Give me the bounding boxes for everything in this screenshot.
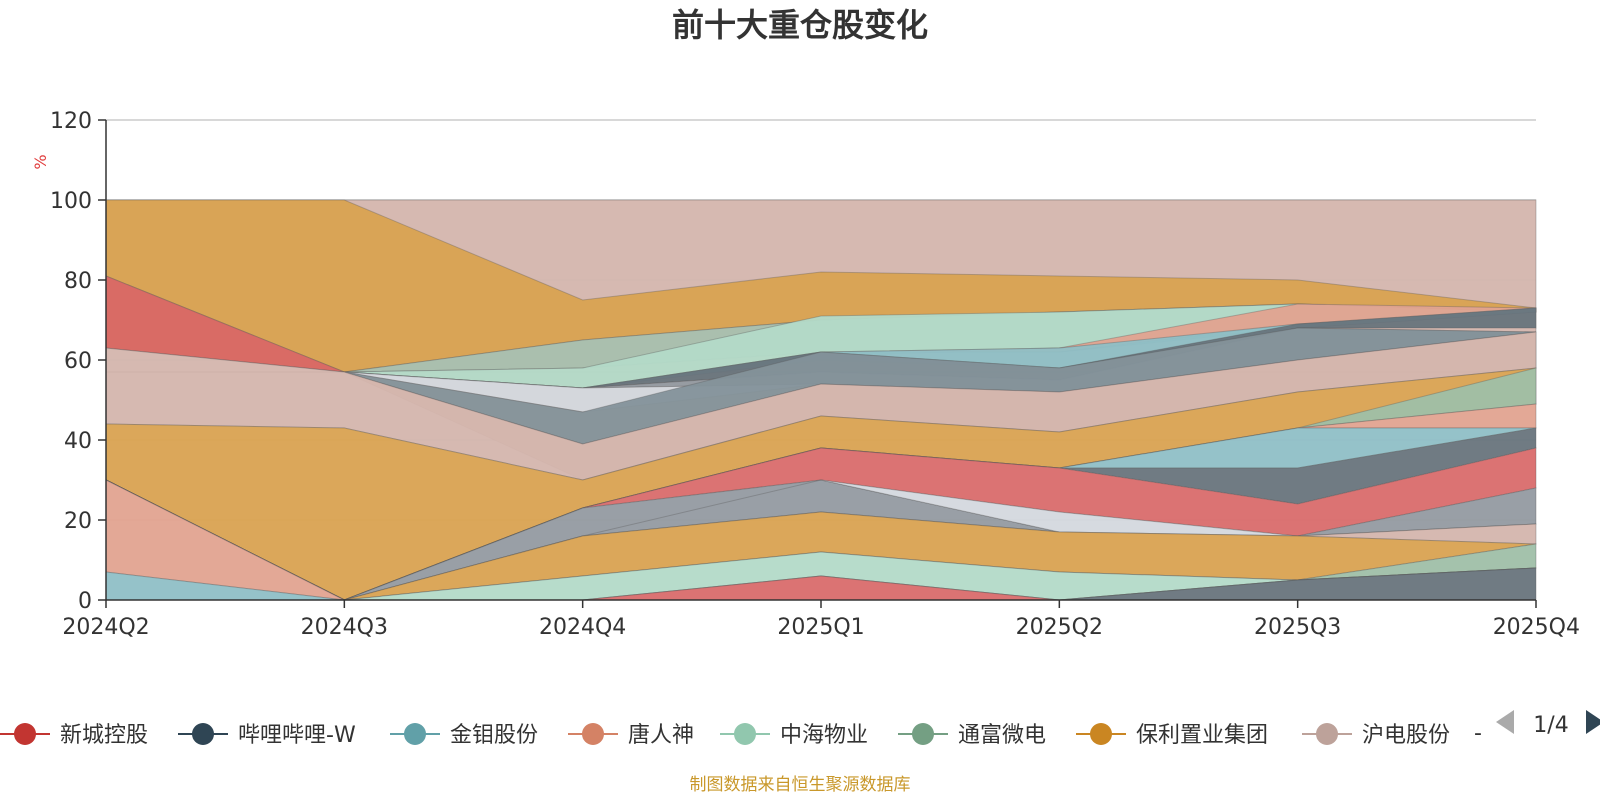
legend-label: 保利置业集团 bbox=[1136, 723, 1268, 748]
legend-label: 中海物业 bbox=[780, 723, 868, 748]
legend-marker-icon bbox=[582, 723, 604, 745]
chart-title: 前十大重仓股变化 bbox=[672, 6, 928, 44]
x-tick-label: 2025Q3 bbox=[1254, 615, 1341, 640]
y-tick-label: 40 bbox=[64, 429, 92, 454]
x-tick-label: 2025Q1 bbox=[777, 615, 864, 640]
legend-item[interactable]: 中海物业 bbox=[720, 723, 868, 748]
legend-marker-icon bbox=[404, 723, 426, 745]
y-tick-labels: 0 20 40 60 80 100 120 bbox=[50, 109, 106, 614]
legend-page-indicator: 1/4 bbox=[1533, 713, 1568, 738]
legend-marker-icon bbox=[912, 723, 934, 745]
legend-marker-icon bbox=[734, 723, 756, 745]
legend-pager: 1/4 bbox=[1496, 710, 1600, 738]
legend-item[interactable]: 沪电股份 bbox=[1302, 723, 1450, 748]
y-tick-label: 20 bbox=[64, 509, 92, 534]
y-tick-label: 100 bbox=[50, 189, 92, 214]
legend-label: 通富微电 bbox=[958, 723, 1046, 748]
plot-area: 0 20 40 60 80 100 120 2024Q2 2024Q3 2024Q4 2025Q1… bbox=[50, 109, 1580, 640]
legend-item[interactable]: 新城控股 bbox=[0, 723, 148, 748]
legend-label: 哔哩哔哩-W bbox=[238, 723, 356, 748]
legend-item[interactable]: 唐人神 bbox=[568, 723, 694, 748]
x-tick-label: 2024Q2 bbox=[62, 615, 149, 640]
legend-label: 金钼股份 bbox=[450, 723, 538, 748]
y-tick-label: 0 bbox=[78, 589, 92, 614]
legend-label: 唐人神 bbox=[628, 723, 694, 748]
legend-marker-icon bbox=[1316, 723, 1338, 745]
legend-label: 沪电股份 bbox=[1362, 723, 1450, 748]
legend-item[interactable]: 哔哩哔哩-W bbox=[178, 723, 356, 748]
y-axis-label: % bbox=[31, 154, 50, 169]
legend-marker-icon bbox=[192, 723, 214, 745]
legend-item[interactable]: 通富微电 bbox=[898, 723, 1046, 748]
legend-prev-page-icon[interactable] bbox=[1496, 710, 1514, 734]
x-tick-label: 2025Q4 bbox=[1493, 615, 1580, 640]
x-tick-labels: 2024Q2 2024Q3 2024Q4 2025Q1 2025Q2 2025Q3 2025… bbox=[62, 600, 1580, 640]
x-tick-label: 2024Q3 bbox=[301, 615, 388, 640]
legend: 新城控股 哔哩哔哩-W 金钼股份 唐人神 中海物业 通富微电 保利置业集团 沪电股份 - bbox=[0, 721, 1482, 748]
legend-item[interactable]: 保利置业集团 bbox=[1076, 723, 1268, 748]
legend-next-page-icon[interactable] bbox=[1586, 710, 1600, 734]
data-source-note: 制图数据来自恒生聚源数据库 bbox=[690, 775, 911, 795]
y-tick-label: 80 bbox=[64, 269, 92, 294]
area-series bbox=[105, 199, 1537, 601]
legend-item[interactable]: 金钼股份 bbox=[390, 723, 538, 748]
x-tick-label: 2025Q2 bbox=[1016, 615, 1103, 640]
y-tick-label: 60 bbox=[64, 349, 92, 374]
legend-marker-icon bbox=[1090, 723, 1112, 745]
legend-label: 新城控股 bbox=[60, 723, 148, 748]
y-tick-label: 120 bbox=[50, 109, 92, 134]
legend-more-indicator: - bbox=[1474, 721, 1482, 746]
legend-marker-icon bbox=[14, 723, 36, 745]
x-tick-label: 2024Q4 bbox=[539, 615, 626, 640]
